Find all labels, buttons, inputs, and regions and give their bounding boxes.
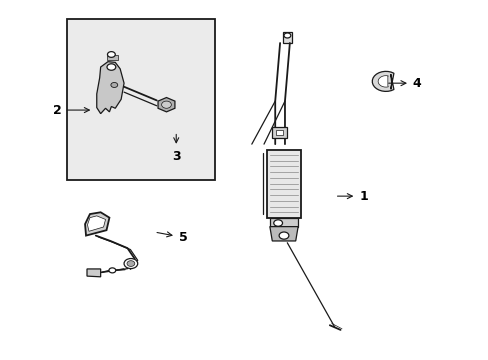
Circle shape xyxy=(124,258,138,269)
Polygon shape xyxy=(85,212,109,235)
Polygon shape xyxy=(158,98,175,112)
Circle shape xyxy=(111,82,118,87)
Text: 1: 1 xyxy=(337,190,367,203)
Circle shape xyxy=(279,232,288,239)
Polygon shape xyxy=(276,130,283,135)
Text: 3: 3 xyxy=(172,134,180,162)
Polygon shape xyxy=(282,32,292,42)
Circle shape xyxy=(161,101,171,108)
Circle shape xyxy=(107,51,115,57)
Circle shape xyxy=(107,64,116,70)
Polygon shape xyxy=(106,55,118,60)
Polygon shape xyxy=(267,149,300,218)
Circle shape xyxy=(109,268,116,273)
Bar xyxy=(66,19,215,180)
Text: 4: 4 xyxy=(388,77,421,90)
Polygon shape xyxy=(87,269,101,277)
Circle shape xyxy=(284,33,290,38)
Polygon shape xyxy=(97,62,124,114)
Polygon shape xyxy=(87,216,105,231)
Polygon shape xyxy=(269,218,298,226)
Text: 5: 5 xyxy=(157,231,187,244)
Polygon shape xyxy=(269,226,298,241)
Polygon shape xyxy=(371,71,393,91)
Circle shape xyxy=(273,220,282,226)
Circle shape xyxy=(127,261,135,266)
Polygon shape xyxy=(272,127,286,138)
Text: 2: 2 xyxy=(53,104,89,117)
Polygon shape xyxy=(377,76,387,87)
